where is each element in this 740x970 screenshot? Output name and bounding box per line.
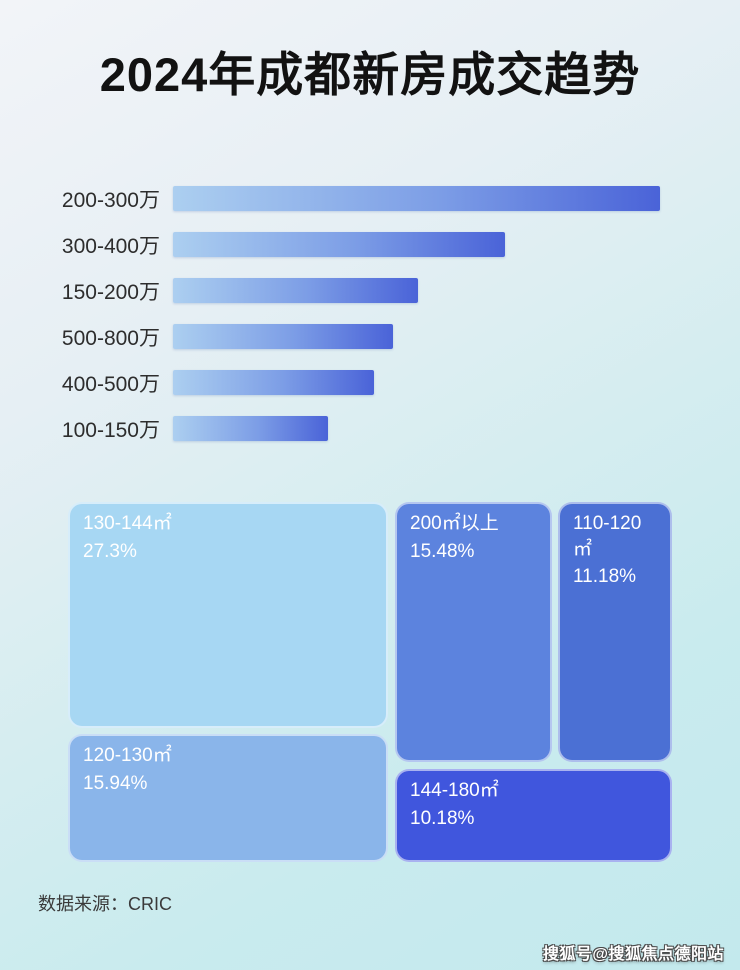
treemap-area-label: 110-120㎡ bbox=[573, 513, 642, 560]
bar-category-label: 150-200万 bbox=[61, 280, 160, 304]
bar-row: 150-200万 bbox=[0, 278, 740, 304]
bar-row: 100-150万 bbox=[0, 416, 740, 442]
treemap-area-label: 120-130㎡ bbox=[83, 745, 172, 766]
bar-category-label: 300-400万 bbox=[61, 234, 160, 258]
treemap-percentage: 15.48% bbox=[410, 540, 475, 562]
bar-300-400万 bbox=[173, 232, 505, 257]
treemap-box-130-144㎡: 130-144㎡ 27.3% bbox=[68, 502, 388, 728]
bar-category-label: 200-300万 bbox=[61, 188, 160, 212]
bar-100-150万 bbox=[173, 416, 328, 441]
treemap-box-110-120㎡: 110-120㎡ 11.18% bbox=[558, 502, 672, 762]
price-range-bar-chart: 200-300万 300-400万 150-200万 500-800万 400-500万… bbox=[0, 186, 740, 462]
bar-category-label: 100-150万 bbox=[61, 418, 160, 442]
bar-category-label: 400-500万 bbox=[61, 372, 160, 396]
treemap-box-200㎡以上: 200㎡以上 15.48% bbox=[395, 502, 552, 762]
data-source-label: 数据来源：CRIC bbox=[38, 894, 172, 914]
page-title: 2024年成都新房成交趋势 bbox=[99, 48, 641, 101]
bar-row: 500-800万 bbox=[0, 324, 740, 350]
bar-200-300万 bbox=[173, 186, 660, 211]
treemap-percentage: 27.3% bbox=[83, 540, 137, 562]
treemap-area-label: 130-144㎡ bbox=[83, 513, 172, 534]
treemap-percentage: 10.18% bbox=[410, 807, 475, 829]
treemap-box-144-180㎡: 144-180㎡ 10.18% bbox=[395, 769, 672, 862]
area-size-treemap: 130-144㎡ 27.3% 120-130㎡ 15.94% 200㎡以上 15.48% 1… bbox=[68, 500, 672, 862]
bar-row: 200-300万 bbox=[0, 186, 740, 212]
treemap-percentage: 11.18% bbox=[573, 566, 637, 588]
bar-row: 400-500万 bbox=[0, 370, 740, 396]
sohu-watermark: 搜狐号@搜狐焦点德阳站 bbox=[542, 946, 724, 963]
treemap-area-label: 200㎡以上 bbox=[410, 513, 499, 534]
treemap-percentage: 15.94% bbox=[83, 772, 148, 794]
treemap-box-120-130㎡: 120-130㎡ 15.94% bbox=[68, 734, 388, 862]
bar-category-label: 500-800万 bbox=[61, 326, 160, 350]
treemap-area-label: 144-180㎡ bbox=[410, 780, 499, 801]
bar-500-800万 bbox=[173, 324, 393, 349]
bar-row: 300-400万 bbox=[0, 232, 740, 258]
bar-400-500万 bbox=[173, 370, 374, 395]
bar-150-200万 bbox=[173, 278, 418, 303]
